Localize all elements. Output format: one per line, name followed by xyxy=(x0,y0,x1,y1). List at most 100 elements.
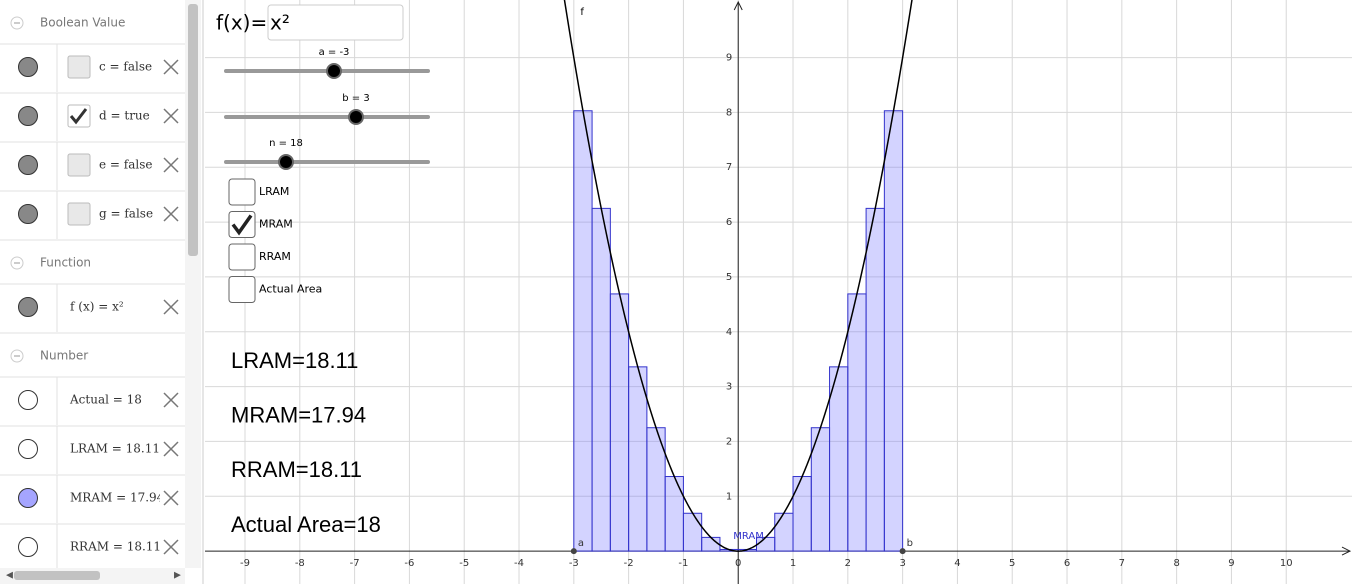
mram-bar xyxy=(792,476,812,552)
item-label: e = false xyxy=(99,158,152,172)
x-tick-label: -6 xyxy=(404,558,414,569)
visibility-toggle[interactable] xyxy=(18,488,38,508)
x-tick-label: 8 xyxy=(1173,558,1179,569)
checkbox[interactable] xyxy=(228,243,256,271)
visibility-toggle[interactable] xyxy=(18,297,38,317)
scroll-right[interactable]: ▶ xyxy=(174,571,181,581)
x-axis-arrow xyxy=(1341,546,1352,556)
visibility-toggle[interactable] xyxy=(18,537,38,557)
x-tick-label: 10 xyxy=(1280,558,1293,569)
group-title: Boolean Value xyxy=(40,16,125,30)
mram-bar xyxy=(865,207,885,552)
slider-knob[interactable] xyxy=(278,154,294,170)
result-text: MRAM=17.94 xyxy=(231,403,366,428)
function-label: f xyxy=(580,7,584,18)
x-tick-label: -5 xyxy=(459,558,469,569)
visibility-toggle[interactable] xyxy=(18,155,38,175)
checkbox[interactable] xyxy=(228,211,256,238)
checkbox[interactable] xyxy=(67,202,91,226)
x-tick-label: -7 xyxy=(350,558,360,569)
item-label: f (x) = x² xyxy=(70,300,124,314)
delete-button[interactable] xyxy=(163,539,179,555)
y-tick-label: 1 xyxy=(726,491,732,502)
graphics-controls: f(x)= x² a = -3 b = 3 n = 18 LRAM MRAM RRAM Actu… xyxy=(216,4,430,537)
y-tick-label: 7 xyxy=(726,162,732,173)
slider-label: a = -3 xyxy=(319,47,350,58)
x-tick-label: -1 xyxy=(678,558,688,569)
input-box[interactable] xyxy=(267,4,404,41)
delete-button[interactable] xyxy=(163,490,179,506)
slider-knob[interactable] xyxy=(326,63,342,79)
x-tick-label: 6 xyxy=(1064,558,1070,569)
delete-button[interactable] xyxy=(163,392,179,408)
function-curve xyxy=(563,0,913,552)
visibility-toggle[interactable] xyxy=(18,390,38,410)
input-value: x² xyxy=(270,11,290,35)
delete-button[interactable] xyxy=(163,441,179,457)
point xyxy=(899,548,906,555)
point xyxy=(570,548,577,555)
x-tick-label: 9 xyxy=(1228,558,1234,569)
x-tick-label: -2 xyxy=(624,558,634,569)
checkbox-label: MRAM xyxy=(259,218,293,231)
visibility-toggle[interactable] xyxy=(18,439,38,459)
checkbox-label: RRAM xyxy=(259,250,291,263)
mram-bar xyxy=(829,366,849,552)
visibility-toggle[interactable] xyxy=(18,204,38,224)
delete-button[interactable] xyxy=(163,299,179,315)
input-label: f(x)= xyxy=(216,11,267,35)
slider-knob[interactable] xyxy=(348,109,364,125)
delete-button[interactable] xyxy=(163,59,179,75)
mram-bar xyxy=(847,293,867,552)
y-tick-label: 2 xyxy=(726,436,732,447)
visibility-toggle[interactable] xyxy=(18,106,38,126)
x-tick-label: -8 xyxy=(295,558,305,569)
collapse-toggle[interactable] xyxy=(10,349,24,363)
collapse-toggle[interactable] xyxy=(10,256,24,270)
item-label: c = false xyxy=(99,60,152,74)
result-text: Actual Area=18 xyxy=(231,512,381,537)
item-label: d = true xyxy=(99,109,150,123)
visibility-toggle[interactable] xyxy=(18,57,38,77)
group-title: Function xyxy=(40,256,91,270)
y-axis-arrow xyxy=(733,0,743,11)
x-tick-label: 7 xyxy=(1119,558,1125,569)
v-scroll-thumb[interactable] xyxy=(188,4,198,256)
graphics-view: -9-8-7-6-5-4-3-2-1012345678910123456789f… xyxy=(205,0,1352,584)
checkbox[interactable] xyxy=(67,153,91,177)
checkbox[interactable] xyxy=(228,178,256,206)
x-tick-label: -9 xyxy=(240,558,250,569)
mram-bar xyxy=(682,512,703,552)
slider-label: n = 18 xyxy=(269,138,303,149)
delete-button[interactable] xyxy=(163,206,179,222)
x-tick-label: 4 xyxy=(954,558,960,569)
checkbox[interactable] xyxy=(228,276,256,303)
delete-button[interactable] xyxy=(163,157,179,173)
checkbox-label: Actual Area xyxy=(259,283,322,296)
mram-bar xyxy=(701,536,721,552)
point-label: b xyxy=(907,538,913,549)
item-label: LRAM = 18.11 xyxy=(70,442,160,456)
y-tick-label: 6 xyxy=(726,217,732,228)
delete-button[interactable] xyxy=(163,108,179,124)
item-label: MRAM = 17.94 xyxy=(70,491,165,505)
mram-bar xyxy=(774,512,794,552)
mram-bar xyxy=(628,366,648,552)
y-tick-label: 5 xyxy=(726,272,732,283)
y-tick-label: 4 xyxy=(726,327,732,338)
slider-label: b = 3 xyxy=(342,93,369,104)
y-tick-label: 8 xyxy=(726,107,732,118)
check-mark xyxy=(69,108,88,125)
mram-bar xyxy=(591,207,611,552)
point-label: a xyxy=(578,538,584,549)
checkbox[interactable] xyxy=(67,55,91,79)
result-text: LRAM=18.11 xyxy=(231,348,358,373)
scroll-left[interactable]: ◀ xyxy=(6,571,13,581)
x-tick-label: 2 xyxy=(845,558,851,569)
h-scroll-thumb[interactable] xyxy=(14,571,100,580)
mram-bar xyxy=(664,476,684,552)
result-text: RRAM=18.11 xyxy=(231,457,362,482)
collapse-toggle[interactable] xyxy=(10,16,24,30)
y-tick-label: 3 xyxy=(726,382,732,393)
